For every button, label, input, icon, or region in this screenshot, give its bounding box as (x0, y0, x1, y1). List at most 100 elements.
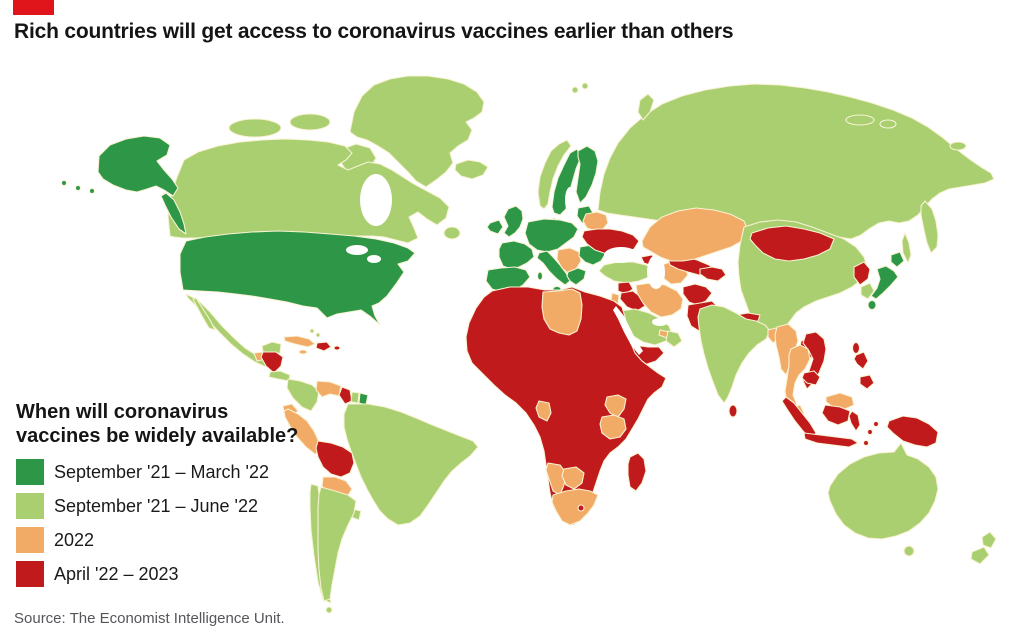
region-honduras-nicaragua (260, 351, 284, 374)
region-sweden (551, 148, 582, 216)
legend-item-label: September '21 – March '22 (54, 461, 269, 482)
caspian-sea (647, 255, 665, 289)
region-iberia (485, 266, 531, 293)
region-philippines-mindanao (859, 374, 875, 390)
region-cambodia (801, 370, 821, 386)
region-cuba (283, 335, 316, 348)
legend-item-label: 2022 (54, 529, 95, 550)
legend-item-label: April '22 – 2023 (54, 563, 179, 584)
region-madagascar (627, 452, 647, 492)
region-greenland (349, 75, 485, 188)
economist-red-tab (13, 0, 54, 15)
region-jamaica (298, 349, 308, 355)
legend-item: 2022 (16, 527, 316, 554)
legend-item: April '22 – 2023 (16, 561, 316, 588)
region-japan-honshu (870, 265, 899, 300)
legend-items: September '21 – March '22 September '21 –… (16, 459, 316, 588)
region-south-africa (551, 488, 599, 526)
region-suriname (350, 391, 360, 404)
region-colombia (286, 378, 320, 412)
region-italy (536, 250, 571, 286)
legend: When will coronavirus vaccines be widely… (16, 400, 316, 595)
region-venezuela (315, 380, 342, 398)
region-maluku-islands (862, 420, 880, 447)
great-lakes-west (346, 245, 368, 255)
region-united-states (179, 230, 416, 326)
region-russia-arctic (949, 141, 967, 151)
region-tierra-del-fuego (325, 606, 333, 614)
region-new-zealand-south (970, 546, 990, 565)
region-peru (283, 408, 323, 455)
region-french-guiana (358, 392, 369, 406)
region-puerto-rico (333, 345, 341, 351)
region-finland (575, 145, 599, 204)
legend-swatch (16, 459, 44, 486)
red-sea (613, 306, 643, 355)
region-japan-kyushu (867, 299, 877, 311)
legend-swatch (16, 493, 44, 520)
legend-item: September '21 – June '22 (16, 493, 316, 520)
region-brazil (343, 403, 479, 526)
legend-title-line1: When will coronavirus (16, 401, 229, 423)
region-alaska (97, 135, 179, 197)
region-alaska-panhandle (160, 192, 187, 235)
region-thailand (784, 344, 811, 412)
region-turkey (598, 261, 655, 284)
region-baja-california (192, 297, 216, 331)
region-gabon (535, 400, 552, 422)
baltic-sea (565, 187, 575, 213)
region-south-korea (860, 282, 875, 300)
region-novaya-zemlya (637, 93, 655, 121)
great-lakes-east (367, 255, 381, 263)
region-mongolia (749, 225, 835, 262)
black-sea (604, 247, 638, 263)
region-new-guinea (886, 415, 939, 448)
legend-item: September '21 – March '22 (16, 459, 316, 486)
region-belarus (582, 211, 609, 232)
region-argentina (317, 486, 357, 602)
region-canadian-arctic (289, 113, 331, 131)
legend-swatch (16, 561, 44, 588)
region-kalimantan (821, 404, 851, 426)
region-ireland (486, 219, 504, 235)
region-sakhalin (901, 232, 912, 264)
region-north-korea (853, 261, 871, 286)
region-greece (566, 267, 587, 286)
region-france (498, 240, 535, 270)
region-uk (503, 205, 524, 238)
region-canadian-arctic (228, 118, 282, 138)
region-bahamas (309, 328, 321, 338)
region-bolivia (315, 440, 355, 478)
chart-title: Rich countries will get access to corona… (14, 20, 734, 43)
region-sardinia (536, 271, 544, 281)
region-sulawesi (848, 410, 861, 432)
region-kyrgyzstan-tajikistan (699, 266, 727, 282)
source-note: Source: The Economist Intelligence Unit. (14, 610, 285, 627)
region-russia-arctic (879, 119, 897, 129)
legend-title-line2: vaccines be widely available? (16, 425, 299, 448)
region-hispaniola (315, 341, 332, 352)
region-russia-arctic (845, 114, 875, 126)
region-norway (537, 139, 572, 210)
region-india (697, 304, 771, 404)
region-sri-lanka (728, 404, 738, 418)
region-tasmania (903, 545, 915, 557)
region-kenya (604, 394, 627, 418)
region-africa-mainland (465, 286, 667, 526)
legend-swatch (16, 527, 44, 554)
region-costa-rica-panama (268, 370, 291, 382)
persian-gulf (652, 318, 668, 326)
region-lesotho (577, 504, 585, 512)
region-taiwan (851, 341, 861, 355)
region-svalbard (571, 82, 589, 94)
region-guyana (338, 386, 353, 405)
region-newfoundland (443, 226, 461, 240)
region-afghanistan (682, 283, 713, 306)
region-central-europe (524, 218, 579, 253)
legend-title: When will coronavirus vaccines be widely… (16, 400, 316, 449)
hudson-bay (360, 174, 392, 226)
region-kamchatka (920, 200, 939, 254)
region-java (803, 432, 859, 448)
